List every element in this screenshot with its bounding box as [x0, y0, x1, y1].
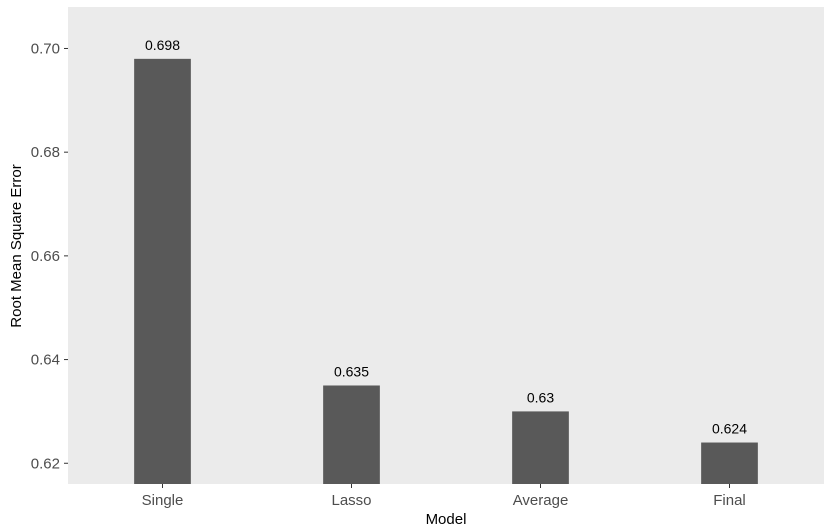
bar-final: [701, 442, 758, 484]
x-axis: Single Lasso Average Final: [142, 484, 746, 509]
bar-value-label: 0.63: [527, 389, 554, 405]
bar-value-label: 0.698: [145, 37, 180, 53]
bar-single: [134, 58, 191, 484]
x-tick-label: Average: [513, 492, 569, 509]
bar-value-label: 0.635: [334, 363, 369, 379]
bar-value-label: 0.624: [712, 421, 747, 437]
bar-average: [512, 411, 569, 484]
y-tick-label: 0.64: [31, 352, 60, 369]
bars: [134, 58, 758, 484]
y-axis: 0.62 0.64 0.66 0.68 0.70: [31, 40, 68, 472]
bar-lasso: [323, 385, 380, 484]
x-tick-label: Lasso: [331, 492, 371, 509]
x-axis-title: Model: [426, 511, 467, 528]
y-tick-label: 0.68: [31, 144, 60, 161]
y-tick-label: 0.66: [31, 248, 60, 265]
y-axis-title: Root Mean Square Error: [8, 164, 25, 327]
y-tick-label: 0.70: [31, 40, 60, 57]
plot-panel: [68, 7, 824, 484]
x-tick-label: Single: [142, 492, 184, 509]
x-tick-label: Final: [713, 492, 746, 509]
y-tick-label: 0.62: [31, 455, 60, 472]
data-labels: 0.698 0.635 0.63 0.624: [145, 37, 747, 437]
